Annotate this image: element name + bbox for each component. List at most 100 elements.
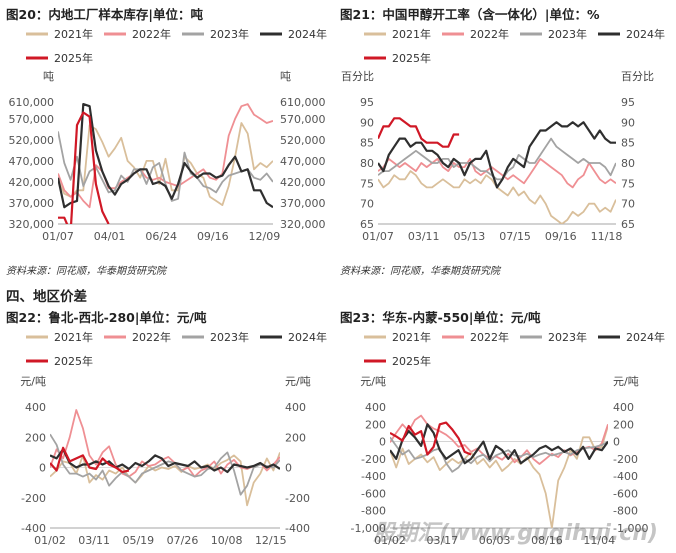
legend-item: 2023年 xyxy=(520,330,587,344)
y-tick-label: -800 xyxy=(361,505,386,518)
series-line-2022 xyxy=(50,409,280,478)
legend-label: 2024年 xyxy=(288,330,327,344)
y-tick-label: 0 xyxy=(39,462,46,475)
y-tick-label: 0 xyxy=(285,462,292,475)
legend-label: 2025年 xyxy=(54,354,93,368)
legend-item: 2024年 xyxy=(260,27,327,41)
y-tick-label: 370,000 xyxy=(9,197,55,210)
series-line-2022 xyxy=(378,157,616,189)
y-tick-label: 470,000 xyxy=(9,155,55,168)
legend-item: 2025年 xyxy=(26,51,93,65)
legend-label: 2022年 xyxy=(470,27,509,41)
legend-item: 2025年 xyxy=(26,354,93,368)
legend-label: 2022年 xyxy=(132,27,171,41)
y-tick-label: 470,000 xyxy=(280,155,326,168)
y-tick-label: 95 xyxy=(360,96,374,109)
y-tick-label: -200 xyxy=(21,492,46,505)
legend-label: 2025年 xyxy=(392,354,431,368)
legend-item: 2025年 xyxy=(364,354,431,368)
y-tick-label: 570,000 xyxy=(280,113,326,126)
series-line-2024 xyxy=(378,121,616,189)
source-note: 资料来源：同花顺，华泰期货研究院 xyxy=(340,266,500,277)
y-tick-label: -200 xyxy=(285,492,310,505)
series-line-2023 xyxy=(378,137,616,181)
y-tick-label: 420,000 xyxy=(280,176,326,189)
legend-item: 2023年 xyxy=(182,27,249,41)
legend-label: 2023年 xyxy=(210,330,249,344)
x-tick-label: 03/11 xyxy=(78,534,110,547)
y-tick-label: 320,000 xyxy=(280,218,326,231)
y-tick-label: 400 xyxy=(613,401,634,414)
legend-item: 2023年 xyxy=(520,27,587,41)
series-line-2025 xyxy=(390,421,472,456)
x-tick-label: 09/16 xyxy=(545,230,577,243)
y-tick-label: -400 xyxy=(285,522,310,535)
x-tick-label: 09/16 xyxy=(197,230,229,243)
series-line-2021 xyxy=(50,452,280,507)
legend-label: 2024年 xyxy=(626,330,665,344)
x-tick-label: 08/16 xyxy=(531,534,563,547)
x-tick-label: 11/18 xyxy=(591,230,623,243)
series-line-2023 xyxy=(390,436,608,473)
x-tick-label: 05/19 xyxy=(122,534,154,547)
y-tick-label: 520,000 xyxy=(280,134,326,147)
series-line-2024 xyxy=(390,423,608,465)
y-axis-label-right: 吨 xyxy=(280,70,291,83)
y-tick-label: 75 xyxy=(621,177,635,190)
x-tick-label: 01/07 xyxy=(42,230,74,243)
y-tick-label: -1,000 xyxy=(613,522,648,535)
y-tick-label: 520,000 xyxy=(9,134,55,147)
x-tick-label: 07/26 xyxy=(167,534,199,547)
y-tick-label: 85 xyxy=(621,137,635,150)
y-tick-label: -400 xyxy=(613,470,638,483)
y-tick-label: 420,000 xyxy=(9,176,55,189)
source-note: 资料来源：同花顺，华泰期货研究院 xyxy=(6,266,166,277)
legend-label: 2021年 xyxy=(54,330,93,344)
series-line-2024 xyxy=(58,102,273,209)
legend-item: 2021年 xyxy=(364,27,431,41)
watermark-text: 股期汇(www.guqihui.cn) xyxy=(373,521,658,546)
series-line-2025 xyxy=(378,117,460,148)
y-tick-label: -200 xyxy=(613,453,638,466)
legend-item: 2022年 xyxy=(442,330,509,344)
x-tick-label: 12/15 xyxy=(255,534,287,547)
y-tick-label: -800 xyxy=(613,505,638,518)
y-tick-label: 90 xyxy=(360,116,374,129)
y-axis-label-right: 元/吨 xyxy=(613,375,639,388)
x-tick-label: 01/02 xyxy=(34,534,66,547)
x-tick-label: 07/15 xyxy=(499,230,531,243)
y-tick-label: 80 xyxy=(621,157,635,170)
x-tick-label: 06/24 xyxy=(145,230,177,243)
legend-label: 2024年 xyxy=(288,27,327,41)
series-line-2025 xyxy=(58,111,110,224)
x-tick-label: 04/01 xyxy=(94,230,126,243)
series-line-2023 xyxy=(58,131,273,202)
legend-label: 2023年 xyxy=(548,27,587,41)
y-axis-label-left: 百分比 xyxy=(341,70,374,83)
x-tick-label: 01/02 xyxy=(374,534,406,547)
x-tick-label: 03/17 xyxy=(426,534,458,547)
y-tick-label: -200 xyxy=(361,453,386,466)
legend-item: 2024年 xyxy=(598,27,665,41)
x-tick-label: 10/08 xyxy=(211,534,243,547)
x-tick-label: 06/03 xyxy=(479,534,511,547)
legend-item: 2022年 xyxy=(104,330,171,344)
legend-label: 2021年 xyxy=(392,27,431,41)
x-tick-label: 12/09 xyxy=(249,230,281,243)
y-axis-label-left: 吨 xyxy=(43,70,54,83)
chart-title: 图23：华东-内蒙-550|单位：元/吨 xyxy=(340,310,541,325)
x-tick-label: 05/13 xyxy=(454,230,486,243)
y-tick-label: 65 xyxy=(360,218,374,231)
legend-label: 2022年 xyxy=(132,330,171,344)
y-tick-label: -600 xyxy=(361,487,386,500)
y-tick-label: 200 xyxy=(25,431,46,444)
section-heading: 四、地区价差 xyxy=(6,289,87,305)
y-tick-label: 400 xyxy=(25,401,46,414)
legend-item: 2021年 xyxy=(26,330,93,344)
y-tick-label: 85 xyxy=(360,137,374,150)
y-tick-label: -400 xyxy=(21,522,46,535)
y-tick-label: 400 xyxy=(285,401,306,414)
legend-item: 2024年 xyxy=(598,330,665,344)
